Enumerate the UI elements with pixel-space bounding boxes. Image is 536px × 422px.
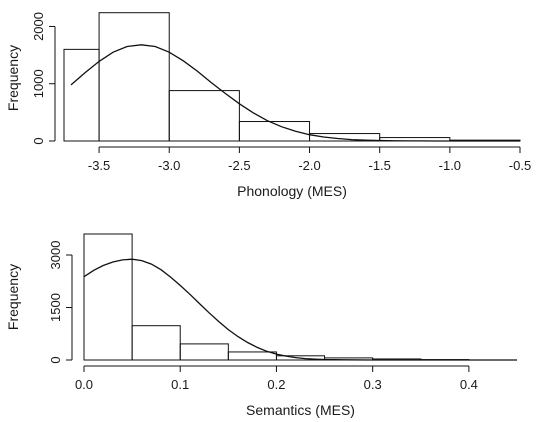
phonology-x-tick-label: -1.0 xyxy=(439,158,461,173)
phonology-x-tick-label: -2.0 xyxy=(298,158,320,173)
phonology-x-tick-label: -1.5 xyxy=(368,158,390,173)
phonology-y-tick-label: 1000 xyxy=(31,69,46,98)
semantics-bar-4 xyxy=(227,351,277,361)
phonology-x-tick-label: -3.0 xyxy=(158,158,180,173)
semantics-bar-1 xyxy=(83,233,133,361)
semantics-x-tick-label: 0.2 xyxy=(267,377,285,392)
semantics-x-tick-label: 0.0 xyxy=(75,377,93,392)
semantics-histogram-panel: 0 1500 3000 0.0 0.1 0.2 0.3 0.4 Semantics (MES… xyxy=(5,233,517,418)
phonology-x-axis: -3.5 -3.0 -2.5 -2.0 -1.5 -1.0 -0.5 xyxy=(88,146,531,173)
semantics-x-axis-title: Semantics (MES) xyxy=(246,402,355,418)
semantics-y-tick-label: 3000 xyxy=(48,241,63,270)
semantics-y-tick-label: 1500 xyxy=(48,293,63,322)
phonology-x-tick-label: -2.5 xyxy=(228,158,250,173)
phonology-y-tick-label: 2000 xyxy=(31,12,46,41)
phonology-x-tick-label: -0.5 xyxy=(509,158,531,173)
phonology-y-axis: 0 1000 2000 xyxy=(31,12,56,145)
phonology-y-tick-label: 0 xyxy=(31,137,46,144)
semantics-y-axis: 0 1500 3000 xyxy=(48,241,73,364)
semantics-y-tick-label: 0 xyxy=(48,356,63,363)
phonology-y-axis-title: Frequency xyxy=(5,45,21,111)
semantics-density-curve xyxy=(83,258,517,361)
phonology-density-curve xyxy=(70,44,520,142)
semantics-x-tick-label: 0.4 xyxy=(460,377,478,392)
phonology-x-axis-title: Phonology (MES) xyxy=(237,183,347,199)
semantics-y-axis-title: Frequency xyxy=(5,264,21,330)
phonology-x-tick-label: -3.5 xyxy=(88,158,110,173)
semantics-bars xyxy=(83,233,470,361)
phonology-bars xyxy=(63,12,521,142)
semantics-bar-2 xyxy=(131,325,181,361)
semantics-x-tick-label: 0.3 xyxy=(364,377,382,392)
phonology-bar-2 xyxy=(98,12,170,142)
phonology-bar-1 xyxy=(63,48,100,142)
semantics-bar-3 xyxy=(179,343,229,361)
phonology-bar-4 xyxy=(238,121,311,142)
semantics-x-axis: 0.0 0.1 0.2 0.3 0.4 xyxy=(75,365,478,392)
phonology-histogram-panel: 0 1000 2000 -3.5 -3.0 -2.5 -2.0 -1.5 -1.0 -0.5 P… xyxy=(5,12,531,199)
phonology-bar-3 xyxy=(168,90,240,142)
semantics-x-tick-label: 0.1 xyxy=(171,377,189,392)
